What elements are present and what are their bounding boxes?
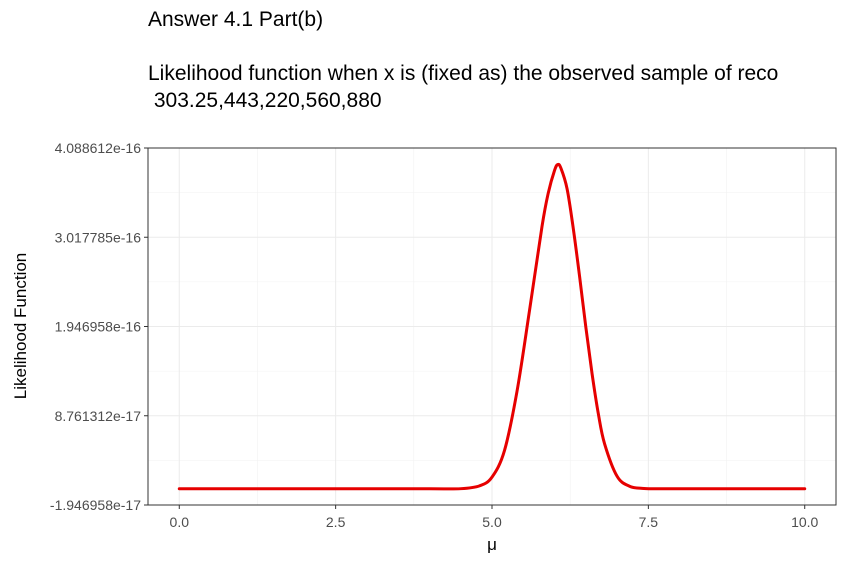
chart-title: Answer 4.1 Part(b) — [148, 8, 324, 31]
y-tick-label: -1.946958e-17 — [50, 497, 141, 513]
major-grid — [148, 147, 836, 506]
x-tick-label: 0.0 — [170, 514, 190, 530]
x-tick-label: 10.0 — [791, 514, 818, 530]
y-axis-title: Likelihood Function — [11, 253, 30, 399]
y-tick-label: 4.088612e-16 — [55, 140, 142, 156]
y-axis: -1.946958e-17 8.761312e-17 1.946958e-16 3.0… — [50, 140, 148, 513]
x-tick-label: 5.0 — [482, 514, 502, 530]
y-tick-label: 1.946958e-16 — [55, 319, 142, 335]
y-tick-label: 3.017785e-16 — [55, 229, 142, 245]
y-tick-label: 8.761312e-17 — [55, 408, 142, 424]
x-tick-label: 7.5 — [639, 514, 659, 530]
chart-subtitle: Likelihood function when x is (fixed as)… — [148, 62, 779, 112]
likelihood-line — [177, 162, 807, 491]
x-tick-label: 2.5 — [326, 514, 346, 530]
x-axis: 0.0 2.5 5.0 7.5 10.0 — [170, 505, 819, 530]
x-axis-title: μ — [487, 535, 497, 554]
